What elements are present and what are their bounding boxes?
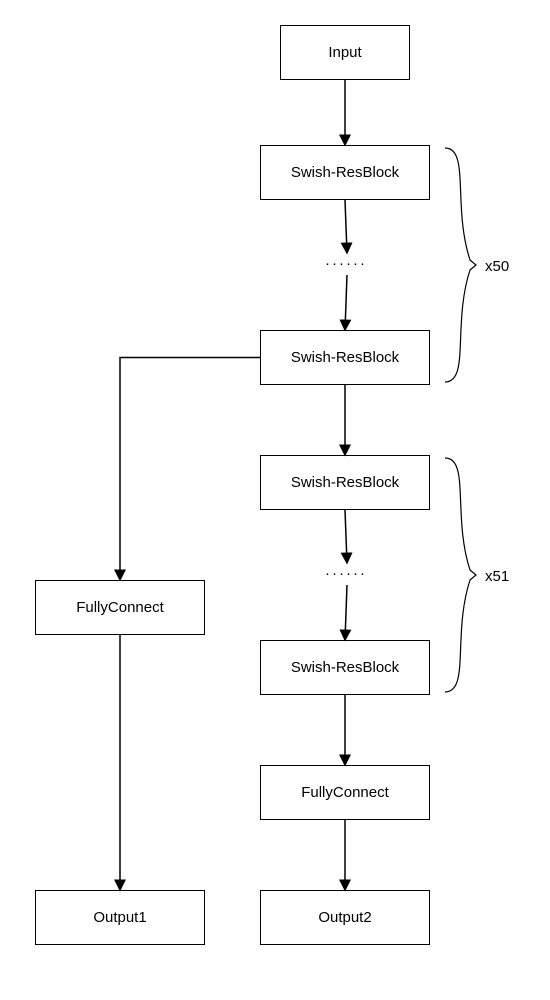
ellipsis-2: ······ [325, 565, 367, 582]
node-fullyconnect-right: FullyConnect [260, 765, 430, 820]
node-swish-resblock-3: Swish-ResBlock [260, 455, 430, 510]
node-fullyconnect-left: FullyConnect [35, 580, 205, 635]
ellipsis-1: ······ [325, 255, 367, 272]
node-swish-resblock-4: Swish-ResBlock [260, 640, 430, 695]
node-swish-resblock-1: Swish-ResBlock [260, 145, 430, 200]
brace-label-x51: x51 [485, 568, 509, 585]
node-swish-resblock-2: Swish-ResBlock [260, 330, 430, 385]
node-output2: Output2 [260, 890, 430, 945]
brace-label-x50: x50 [485, 258, 509, 275]
node-input: Input [280, 25, 410, 80]
node-output1: Output1 [35, 890, 205, 945]
